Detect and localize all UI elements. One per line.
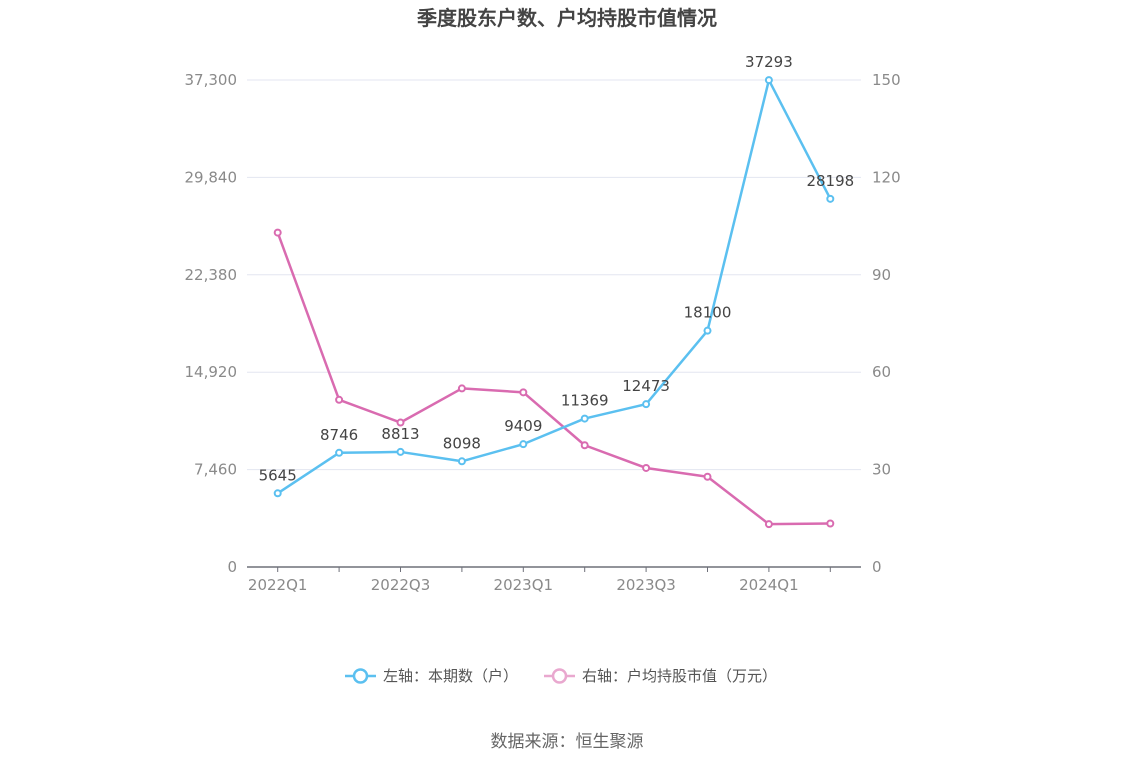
- data-label: 18100: [684, 304, 732, 322]
- avg-value-point: [826, 519, 835, 528]
- left-tick-label: 7,460: [194, 461, 237, 479]
- data-labels: 5645 8746 8813 8098 9409 11369 12473 18100 37293…: [259, 53, 855, 484]
- data-label: 37293: [745, 53, 793, 71]
- data-label: 5645: [259, 466, 297, 484]
- holders-point: [396, 447, 405, 456]
- grid: [247, 79, 861, 471]
- data-label: 28198: [806, 172, 854, 190]
- left-tick-label: 0: [227, 558, 237, 576]
- x-tick-label: 2023Q1: [494, 576, 554, 594]
- avg-value-point: [273, 228, 282, 237]
- right-axis-ticks: 0 30 60 90 120 150: [872, 71, 901, 576]
- legend-marker: [352, 668, 369, 684]
- legend-label: 右轴：户均持股市值（万元）: [582, 667, 777, 685]
- series-group: [273, 76, 835, 529]
- holders-point: [642, 400, 651, 409]
- x-tick-label: 2022Q1: [248, 576, 308, 594]
- holders-point: [580, 414, 589, 423]
- holders-point: [273, 489, 282, 498]
- avg-value-point: [335, 395, 344, 404]
- right-tick-label: 90: [872, 266, 891, 284]
- data-label: 12473: [622, 377, 670, 395]
- avg-value-point: [642, 463, 651, 472]
- x-tick-label: 2024Q1: [739, 576, 799, 594]
- x-axis: 2022Q1 2022Q3 2023Q1 2023Q3 2024Q1: [247, 566, 861, 594]
- legend-marker: [551, 668, 568, 684]
- data-label: 9409: [504, 417, 542, 435]
- avg-value-point: [396, 418, 405, 427]
- legend-item-holders[interactable]: 左轴：本期数（户）: [345, 667, 518, 685]
- holders-point: [764, 76, 773, 85]
- holders-point: [703, 326, 712, 335]
- right-tick-label: 0: [872, 558, 882, 576]
- avg-value-point: [580, 441, 589, 450]
- left-tick-label: 14,920: [185, 363, 238, 381]
- data-label: 11369: [561, 392, 609, 410]
- avg-value-point: [703, 472, 712, 481]
- left-tick-label: 29,840: [185, 168, 238, 186]
- left-axis-ticks: 0 7,460 14,920 22,380 29,840 37,300: [185, 71, 238, 576]
- right-tick-label: 60: [872, 363, 891, 381]
- source-note: 数据来源：恒生聚源: [491, 732, 644, 752]
- legend[interactable]: 左轴：本期数（户） 右轴：户均持股市值（万元）: [345, 667, 777, 685]
- holders-point: [826, 194, 835, 203]
- avg-value-point: [457, 384, 466, 393]
- left-tick-label: 37,300: [185, 71, 238, 89]
- avg-value-point: [764, 520, 773, 529]
- legend-item-avg-value[interactable]: 右轴：户均持股市值（万元）: [544, 667, 777, 685]
- right-tick-label: 150: [872, 71, 901, 89]
- holders-point: [457, 457, 466, 466]
- data-label: 8746: [320, 426, 358, 444]
- avg-value-line: [276, 232, 831, 526]
- right-tick-label: 30: [872, 461, 891, 479]
- holders-line: [277, 78, 832, 495]
- avg-value-point: [519, 388, 528, 397]
- x-tick-label: 2023Q3: [616, 576, 676, 594]
- holders-point: [335, 448, 344, 457]
- data-label: 8813: [381, 425, 419, 443]
- chart-title: 季度股东户数、户均持股市值情况: [416, 6, 717, 30]
- data-label: 8098: [443, 434, 481, 452]
- left-tick-label: 22,380: [185, 266, 238, 284]
- holders-point: [519, 440, 528, 449]
- legend-label: 左轴：本期数（户）: [383, 667, 518, 685]
- right-tick-label: 120: [872, 168, 901, 186]
- x-tick-label: 2022Q3: [371, 576, 431, 594]
